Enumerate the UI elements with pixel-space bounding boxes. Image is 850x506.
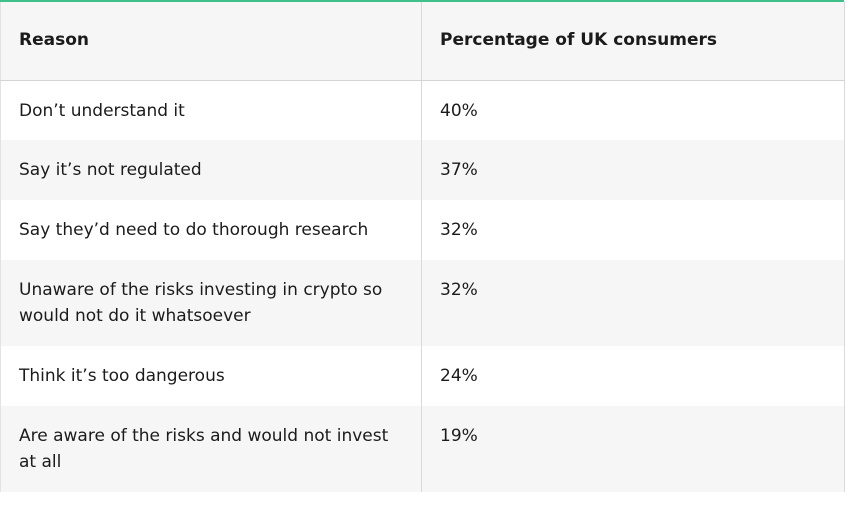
reason-cell: Say they’d need to do thorough research bbox=[0, 200, 422, 260]
header-percentage: Percentage of UK consumers bbox=[421, 2, 845, 81]
percentage-cell: 32% bbox=[421, 200, 845, 260]
percentage-cell: 32% bbox=[421, 260, 845, 346]
percentage-cell: 19% bbox=[421, 406, 845, 492]
accent-top-border bbox=[0, 0, 844, 2]
table-row: Are aware of the risks and would not inv… bbox=[0, 406, 845, 492]
percentage-cell: 37% bbox=[421, 140, 845, 200]
reason-cell: Are aware of the risks and would not inv… bbox=[0, 406, 422, 492]
table-row: Don’t understand it 40% bbox=[0, 80, 845, 140]
reason-cell: Think it’s too dangerous bbox=[0, 346, 422, 406]
reasons-table: Reason Percentage of UK consumers Don’t … bbox=[0, 2, 845, 492]
table-row: Say they’d need to do thorough research … bbox=[0, 200, 845, 260]
table-header: Reason Percentage of UK consumers bbox=[0, 2, 845, 81]
reasons-table-container: Reason Percentage of UK consumers Don’t … bbox=[0, 0, 845, 492]
table-row: Say it’s not regulated 37% bbox=[0, 140, 845, 200]
table-row: Think it’s too dangerous 24% bbox=[0, 346, 845, 406]
reason-cell: Say it’s not regulated bbox=[0, 140, 422, 200]
percentage-cell: 40% bbox=[421, 80, 845, 140]
table-row: Unaware of the risks investing in crypto… bbox=[0, 260, 845, 346]
header-reason: Reason bbox=[0, 2, 422, 81]
percentage-cell: 24% bbox=[421, 346, 845, 406]
table-body: Don’t understand it 40% Say it’s not reg… bbox=[0, 80, 845, 492]
reason-cell: Don’t understand it bbox=[0, 80, 422, 140]
header-row: Reason Percentage of UK consumers bbox=[0, 2, 845, 81]
reason-cell: Unaware of the risks investing in crypto… bbox=[0, 260, 422, 346]
